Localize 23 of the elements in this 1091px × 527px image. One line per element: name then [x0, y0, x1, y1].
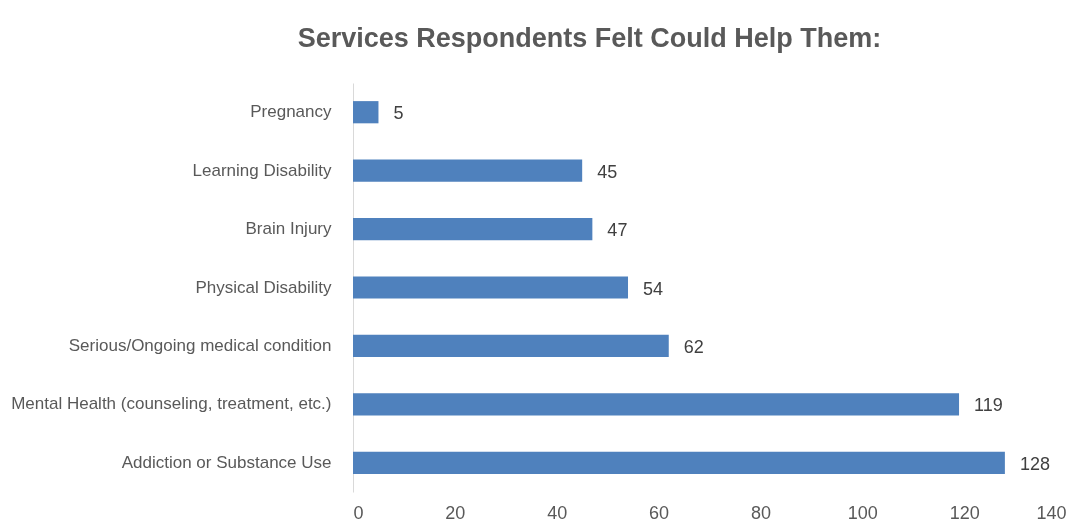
- data-label: 45: [597, 161, 618, 182]
- x-tick-label: 20: [445, 502, 466, 523]
- y-tick-label: Serious/Ongoing medical condition: [68, 335, 332, 355]
- y-tick-label: Physical Disability: [195, 277, 332, 297]
- x-tick-label: 140: [1036, 502, 1067, 523]
- data-label: 62: [683, 336, 704, 357]
- y-tick-label: Learning Disability: [192, 160, 332, 180]
- data-label: 5: [393, 103, 404, 124]
- x-tick-label: 40: [547, 502, 568, 523]
- x-tick-label: 100: [847, 502, 878, 523]
- y-tick-label: Mental Health (counseling, treatment, etc.): [11, 394, 332, 414]
- data-label: 47: [607, 220, 628, 241]
- chart-title: Services Respondents Felt Could Help Them:: [297, 23, 882, 53]
- y-tick-label: Pregnancy: [250, 102, 332, 122]
- x-tick-label: 0: [353, 502, 364, 523]
- data-label: 119: [974, 395, 1003, 416]
- data-label: 128: [1019, 453, 1050, 474]
- data-label: 54: [643, 278, 664, 299]
- y-tick-label: Brain Injury: [245, 219, 332, 239]
- x-tick-label: 80: [750, 502, 771, 523]
- x-tick-label: 60: [649, 502, 670, 523]
- x-tick-label: 120: [949, 502, 980, 523]
- y-tick-label: Addiction or Substance Use: [121, 452, 332, 472]
